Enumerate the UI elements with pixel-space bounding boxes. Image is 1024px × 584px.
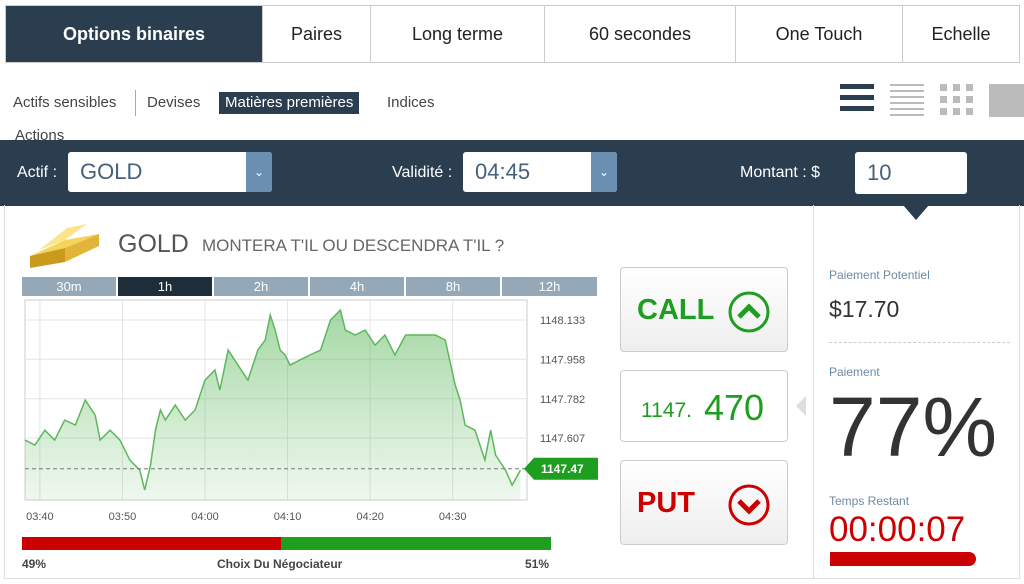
current-price-label: 1147.47: [541, 462, 584, 476]
asset-select[interactable]: GOLD: [68, 152, 272, 192]
current-price-tag: [524, 457, 598, 480]
down-icon: [728, 484, 770, 526]
timeframe[interactable]: 2h: [214, 277, 308, 296]
call-label: CALL: [637, 294, 715, 326]
timeframe[interactable]: 4h: [310, 277, 404, 296]
payout-rate: 77%: [829, 380, 998, 474]
x-tick-label: 03:50: [109, 511, 137, 523]
subtab[interactable]: Actions: [15, 127, 65, 140]
timeframe[interactable]: 1h: [118, 277, 212, 296]
subtab[interactable]: Actifs sensibles: [13, 94, 117, 111]
sentiment-bar: [22, 537, 551, 550]
tab[interactable]: Echelle: [902, 5, 1020, 63]
dropdown-arrow[interactable]: ⌄: [591, 152, 617, 192]
value: GOLD: [80, 159, 143, 184]
call-button[interactable]: CALL: [620, 267, 788, 352]
separator: [829, 342, 1010, 343]
timeframe[interactable]: 8h: [406, 277, 500, 296]
pointer: [903, 205, 929, 220]
time-remaining: 00:00:07: [829, 510, 966, 549]
panel: [4, 205, 1020, 579]
subtab[interactable]: Devises: [147, 94, 201, 111]
quote-box: 1147. 470: [620, 370, 788, 442]
question: MONTERA T'IL OU DESCENDRA T'IL ?: [202, 236, 505, 255]
tab[interactable]: Paires: [262, 5, 371, 63]
subtab[interactable]: Matières premières: [219, 92, 360, 114]
label: Validité :: [392, 164, 453, 181]
value: 04:45: [475, 159, 531, 184]
sentiment-segment: [281, 537, 551, 550]
view-icons[interactable]: [836, 80, 1024, 120]
dropdown-arrow[interactable]: ⌄: [246, 152, 272, 192]
price-chart: 03:40 03:50 04:00 04:10 04:20 04:30 1148.133 11…: [24, 299, 598, 523]
time-bar: [830, 552, 976, 566]
x-tick-label: 04:00: [191, 511, 219, 523]
sentiment-label: Choix Du Négociateur: [217, 557, 343, 571]
x-tick-label: 04:20: [356, 511, 384, 523]
label: Paiement: [829, 365, 880, 379]
pointer: [796, 396, 806, 416]
tab[interactable]: One Touch: [735, 5, 903, 63]
put-button[interactable]: PUT: [620, 460, 788, 545]
tab[interactable]: Long terme: [370, 5, 545, 63]
subtab[interactable]: Indices: [387, 94, 435, 111]
x-tick-label: 04:30: [439, 511, 467, 523]
asset-title: GOLD: [118, 230, 189, 258]
area: [25, 310, 521, 500]
timeframe[interactable]: 12h: [502, 277, 597, 296]
potential-payout: $17.70: [829, 296, 900, 322]
timeframe[interactable]: 30m: [22, 277, 116, 296]
tab[interactable]: Options binaires: [5, 5, 263, 63]
label: Paiement Potentiel: [829, 268, 930, 282]
value: 10: [867, 160, 892, 185]
up-icon: [728, 291, 770, 333]
divider: [135, 90, 136, 116]
call-percent: 51%: [525, 557, 550, 571]
y-tick-label: 1147.958: [540, 354, 585, 366]
tab[interactable]: 60 secondes: [544, 5, 736, 63]
gold-icon: [30, 224, 99, 268]
y-tick-label: 1147.607: [540, 433, 585, 445]
label: Actif :: [17, 164, 58, 181]
label: Temps Restant: [829, 494, 910, 508]
label: Montant : $: [740, 164, 821, 181]
quote-main: 1147.: [641, 399, 692, 422]
x-tick-label: 03:40: [26, 511, 54, 523]
x-tick-label: 04:10: [274, 511, 302, 523]
sentiment-segment: [22, 537, 282, 550]
quote-highlight: 470: [704, 387, 765, 428]
divider: [813, 205, 814, 579]
line: [24, 308, 522, 491]
y-tick-label: 1148.133: [540, 315, 585, 327]
y-tick-label: 1147.782: [540, 394, 585, 406]
amount-input[interactable]: 10: [855, 152, 967, 194]
put-label: PUT: [637, 487, 695, 519]
put-percent: 49%: [22, 557, 47, 571]
